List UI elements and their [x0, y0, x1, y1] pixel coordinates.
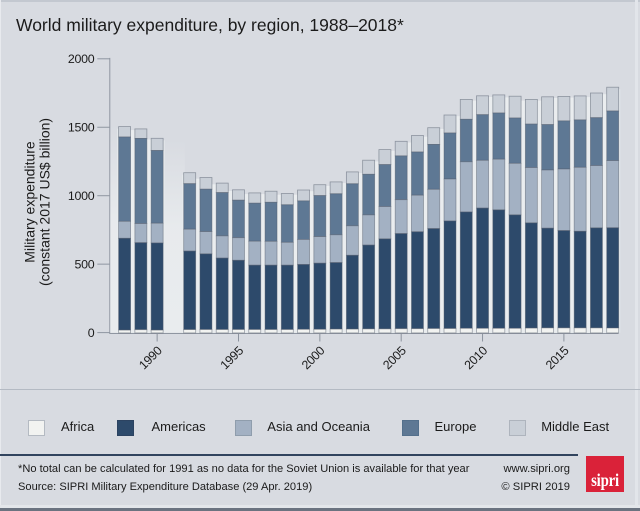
svg-text:0: 0: [88, 326, 95, 340]
svg-text:500: 500: [75, 258, 95, 272]
svg-text:1995: 1995: [218, 343, 247, 372]
svg-text:1500: 1500: [68, 121, 95, 135]
svg-text:(constant 2017 US$ billion): (constant 2017 US$ billion): [37, 118, 53, 286]
svg-text:2000: 2000: [68, 52, 95, 66]
svg-text:1990: 1990: [136, 343, 165, 372]
svg-text:2015: 2015: [543, 343, 572, 372]
svg-text:1000: 1000: [68, 189, 95, 203]
svg-text:2000: 2000: [299, 343, 328, 372]
svg-text:2010: 2010: [462, 343, 491, 372]
svg-text:2005: 2005: [380, 343, 409, 372]
svg-text:Military expenditure: Military expenditure: [22, 141, 38, 263]
